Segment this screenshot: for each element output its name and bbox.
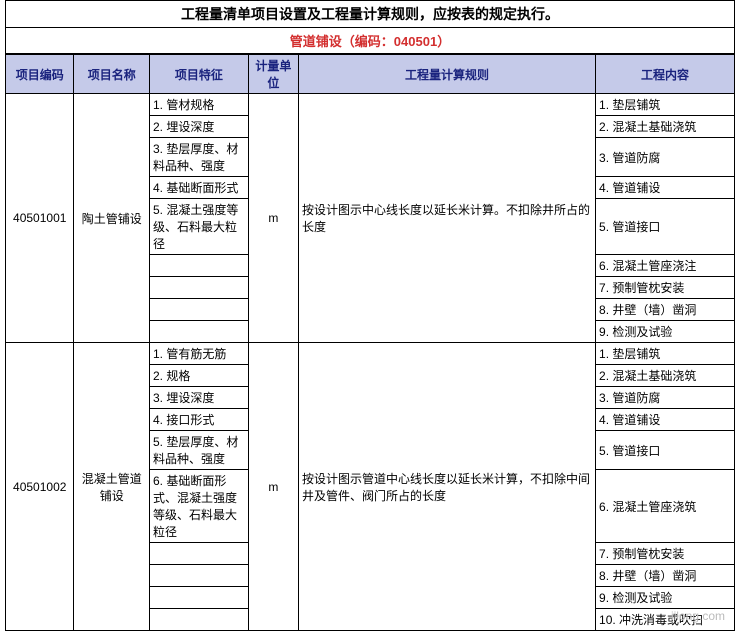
cell-feature xyxy=(149,609,248,631)
cell-content: 1. 垫层铺筑 xyxy=(596,94,735,116)
watermark: iilong.com xyxy=(671,609,725,623)
th-code: 项目编码 xyxy=(6,55,74,94)
cell-feature: 1. 管有筋无筋 xyxy=(149,343,248,365)
cell-code: 40501001 xyxy=(6,94,74,343)
cell-feature: 4. 接口形式 xyxy=(149,409,248,431)
cell-feature: 2. 规格 xyxy=(149,365,248,387)
cell-code: 40501002 xyxy=(6,343,74,631)
cell-rule: 按设计图示中心线长度以延长米计算。不扣除井所占的长度 xyxy=(299,94,596,343)
cell-feature xyxy=(149,277,248,299)
cell-feature: 6. 基础断面形式、混凝土强度等级、石料最大粒径 xyxy=(149,470,248,543)
cell-feature xyxy=(149,587,248,609)
cell-feature xyxy=(149,255,248,277)
cell-content: 3. 管道防腐 xyxy=(596,138,735,177)
cell-name: 混凝土管道铺设 xyxy=(74,343,150,631)
cell-content: 9. 检测及试验 xyxy=(596,321,735,343)
cell-feature: 5. 垫层厚度、材料品种、强度 xyxy=(149,431,248,470)
cell-feature: 5. 混凝土强度等级、石料最大粒径 xyxy=(149,199,248,255)
cell-feature: 3. 垫层厚度、材料品种、强度 xyxy=(149,138,248,177)
th-feature: 项目特征 xyxy=(149,55,248,94)
cell-content: 2. 混凝土基础浇筑 xyxy=(596,116,735,138)
header-row: 项目编码 项目名称 项目特征 计量单位 工程量计算规则 工程内容 xyxy=(6,55,735,94)
cell-content: 4. 管道铺设 xyxy=(596,409,735,431)
cell-feature xyxy=(149,543,248,565)
cell-content: 3. 管道防腐 xyxy=(596,387,735,409)
cell-content: 5. 管道接口 xyxy=(596,199,735,255)
cell-rule: 按设计图示管道中心线长度以延长米计算，不扣除中间井及管件、阀门所占的长度 xyxy=(299,343,596,631)
cell-feature: 1. 管材规格 xyxy=(149,94,248,116)
cell-content: 8. 井壁（墙）凿洞 xyxy=(596,299,735,321)
cell-content: 1. 垫层铺筑 xyxy=(596,343,735,365)
cell-feature: 4. 基础断面形式 xyxy=(149,177,248,199)
cell-content: 5. 管道接口 xyxy=(596,431,735,470)
subtitle-suffix: ） xyxy=(437,34,450,49)
subtitle-prefix: 管道铺设（编码： xyxy=(290,34,394,49)
cell-content: 9. 检测及试验 xyxy=(596,587,735,609)
cell-content: 8. 井壁（墙）凿洞 xyxy=(596,565,735,587)
cell-feature xyxy=(149,565,248,587)
cell-feature: 2. 埋设深度 xyxy=(149,116,248,138)
th-unit: 计量单位 xyxy=(248,55,298,94)
th-name: 项目名称 xyxy=(74,55,150,94)
subtitle-code: 040501 xyxy=(394,34,437,49)
table-body: 40501001陶土管铺设1. 管材规格m按设计图示中心线长度以延长米计算。不扣… xyxy=(6,94,735,631)
cell-unit: m xyxy=(248,343,298,631)
th-content: 工程内容 xyxy=(596,55,735,94)
page-subtitle: 管道铺设（编码：040501） xyxy=(5,28,735,54)
table-row: 40501001陶土管铺设1. 管材规格m按设计图示中心线长度以延长米计算。不扣… xyxy=(6,94,735,116)
cell-feature xyxy=(149,299,248,321)
cell-content: 2. 混凝土基础浇筑 xyxy=(596,365,735,387)
cell-content: 7. 预制管枕安装 xyxy=(596,277,735,299)
cell-unit: m xyxy=(248,94,298,343)
table-row: 40501002混凝土管道铺设1. 管有筋无筋m按设计图示管道中心线长度以延长米… xyxy=(6,343,735,365)
th-rule: 工程量计算规则 xyxy=(299,55,596,94)
cell-content: 6. 混凝土管座浇筑 xyxy=(596,470,735,543)
cell-content: 4. 管道铺设 xyxy=(596,177,735,199)
cell-content: 6. 混凝土管座浇注 xyxy=(596,255,735,277)
main-table: 项目编码 项目名称 项目特征 计量单位 工程量计算规则 工程内容 4050100… xyxy=(5,54,735,631)
cell-name: 陶土管铺设 xyxy=(74,94,150,343)
cell-content: 7. 预制管枕安装 xyxy=(596,543,735,565)
cell-feature: 3. 埋设深度 xyxy=(149,387,248,409)
cell-feature xyxy=(149,321,248,343)
page-title: 工程量清单项目设置及工程量计算规则，应按表的规定执行。 xyxy=(5,0,735,28)
